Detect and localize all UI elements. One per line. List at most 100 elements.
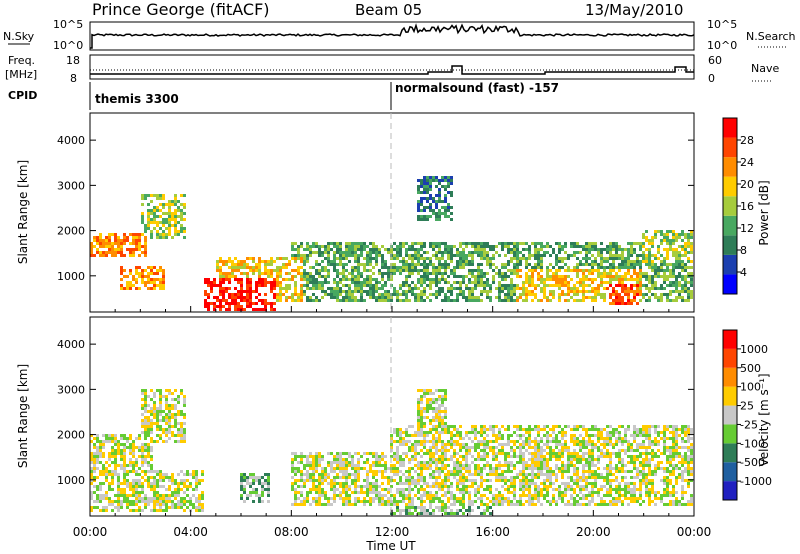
heatmap-cell — [426, 482, 429, 485]
heatmap-cell — [423, 392, 426, 395]
heatmap-cell — [555, 473, 558, 476]
heatmap-cell — [441, 179, 444, 182]
heatmap-cell — [501, 278, 504, 281]
heatmap-cell — [489, 449, 492, 452]
heatmap-cell — [564, 278, 567, 281]
heatmap-cell — [420, 203, 423, 206]
heatmap-cell — [420, 410, 423, 413]
heatmap-cell — [312, 467, 315, 470]
heatmap-cell — [330, 263, 333, 266]
heatmap-cell — [249, 257, 252, 260]
heatmap-cell — [483, 275, 486, 278]
heatmap-cell — [492, 263, 495, 266]
heatmap-cell — [477, 446, 480, 449]
heatmap-cell — [222, 287, 225, 290]
heatmap-cell — [411, 506, 414, 509]
heatmap-cell — [153, 488, 156, 491]
heatmap-cell — [153, 476, 156, 479]
heatmap-cell — [423, 209, 426, 212]
heatmap-cell — [312, 488, 315, 491]
heatmap-cell — [627, 254, 630, 257]
heatmap-cell — [438, 215, 441, 218]
heatmap-cell — [324, 248, 327, 251]
heatmap-cell — [354, 245, 357, 248]
heatmap-cell — [594, 290, 597, 293]
heatmap-cell — [111, 437, 114, 440]
heatmap-cell — [615, 242, 618, 245]
heatmap-cell — [363, 281, 366, 284]
heatmap-cell — [630, 254, 633, 257]
heatmap-cell — [531, 479, 534, 482]
heatmap-cell — [432, 416, 435, 419]
heatmap-cell — [276, 275, 279, 278]
heatmap-cell — [333, 281, 336, 284]
heatmap-cell — [471, 455, 474, 458]
heatmap-cell — [108, 452, 111, 455]
heatmap-cell — [285, 257, 288, 260]
heatmap-cell — [402, 491, 405, 494]
heatmap-cell — [501, 437, 504, 440]
heatmap-cell — [561, 449, 564, 452]
heatmap-cell — [540, 467, 543, 470]
heatmap-cell — [138, 236, 141, 239]
heatmap-cell — [666, 275, 669, 278]
heatmap-cell — [492, 500, 495, 503]
heatmap-cell — [270, 257, 273, 260]
heatmap-cell — [438, 209, 441, 212]
heatmap-cell — [462, 497, 465, 500]
heatmap-cell — [600, 248, 603, 251]
heatmap-cell — [465, 263, 468, 266]
heatmap-cell — [426, 200, 429, 203]
heatmap-cell — [465, 296, 468, 299]
heatmap-cell — [267, 281, 270, 284]
heatmap-cell — [336, 473, 339, 476]
heatmap-cell — [174, 482, 177, 485]
heatmap-cell — [564, 464, 567, 467]
heatmap-cell — [177, 401, 180, 404]
heatmap-cell — [651, 254, 654, 257]
heatmap-cell — [429, 494, 432, 497]
heatmap-cell — [495, 287, 498, 290]
heatmap-cell — [513, 485, 516, 488]
heatmap-cell — [549, 485, 552, 488]
heatmap-cell — [162, 275, 165, 278]
heatmap-cell — [648, 287, 651, 290]
heatmap-cell — [438, 257, 441, 260]
heatmap-cell — [483, 440, 486, 443]
heatmap-cell — [417, 200, 420, 203]
heatmap-cell — [336, 464, 339, 467]
heatmap-cell — [648, 263, 651, 266]
heatmap-cell — [147, 428, 150, 431]
heatmap-cell — [174, 221, 177, 224]
heatmap-cell — [255, 479, 258, 482]
heatmap-cell — [450, 434, 453, 437]
heatmap-cell — [165, 233, 168, 236]
heatmap-cell — [489, 248, 492, 251]
heatmap-cell — [366, 245, 369, 248]
heatmap-cell — [219, 302, 222, 305]
heatmap-cell — [279, 290, 282, 293]
heatmap-cell — [219, 287, 222, 290]
heatmap-cell — [150, 488, 153, 491]
heatmap-cell — [417, 254, 420, 257]
heatmap-cell — [267, 302, 270, 305]
heatmap-cell — [375, 260, 378, 263]
heatmap-cell — [306, 494, 309, 497]
heatmap-cell — [573, 434, 576, 437]
heatmap-cell — [459, 431, 462, 434]
heatmap-cell — [297, 254, 300, 257]
heatmap-cell — [444, 422, 447, 425]
heatmap-cell — [426, 188, 429, 191]
heatmap-cell — [414, 485, 417, 488]
heatmap-cell — [246, 302, 249, 305]
heatmap-cell — [402, 461, 405, 464]
heatmap-cell — [480, 284, 483, 287]
heatmap-cell — [258, 257, 261, 260]
heatmap-cell — [336, 476, 339, 479]
heatmap-cell — [645, 230, 648, 233]
heatmap-cell — [408, 467, 411, 470]
heatmap-cell — [660, 242, 663, 245]
heatmap-cell — [576, 293, 579, 296]
heatmap-cell — [432, 176, 435, 179]
heatmap-cell — [375, 494, 378, 497]
